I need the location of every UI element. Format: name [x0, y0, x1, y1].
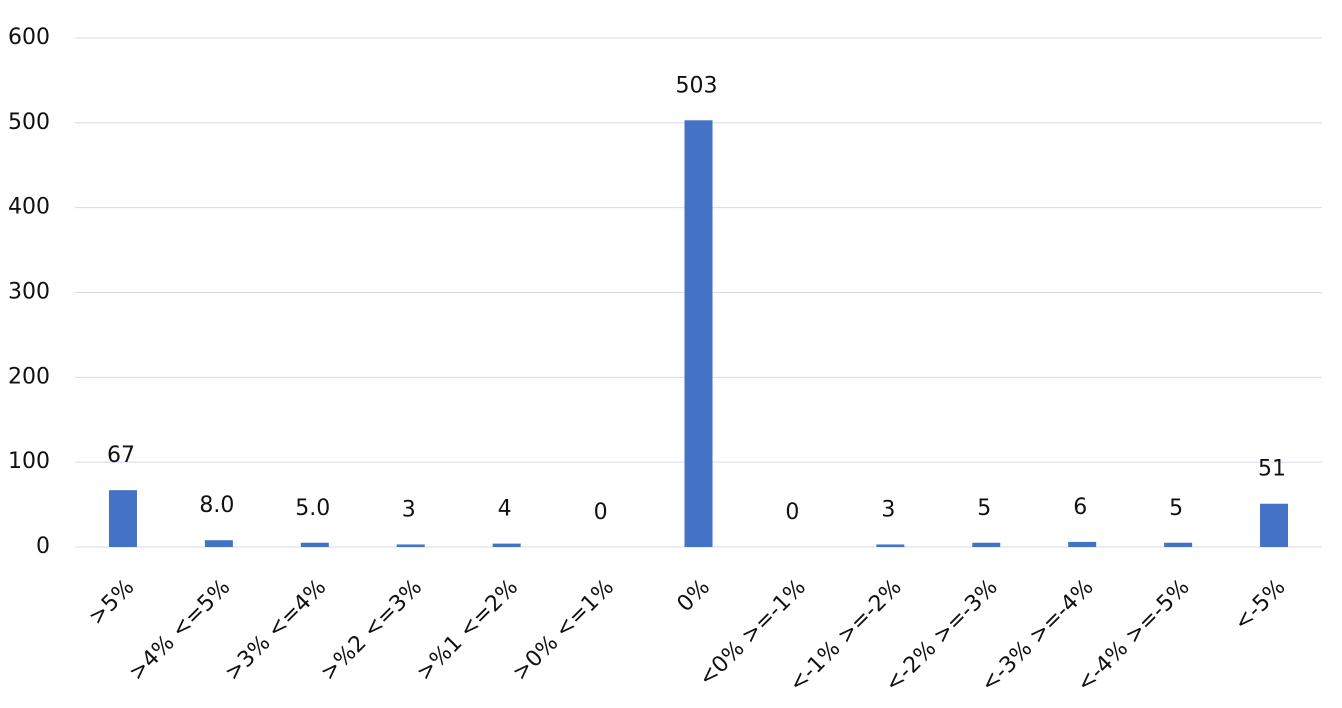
data-label: 3	[402, 497, 416, 522]
bar	[684, 120, 713, 547]
x-tick-label: 0%	[673, 575, 715, 617]
y-tick-label: 600	[8, 25, 50, 50]
bar	[1260, 503, 1289, 547]
data-label: 0	[594, 500, 608, 525]
data-label: 5.0	[295, 496, 330, 521]
x-tick-label: >%1 <=2%	[412, 575, 523, 686]
x-tick-label: <-5%	[1230, 575, 1291, 636]
y-tick-label: 200	[8, 364, 50, 389]
y-tick-label: 0	[36, 534, 50, 559]
data-label: 8.0	[199, 493, 234, 518]
bar	[1068, 541, 1097, 547]
data-label: 4	[498, 497, 512, 522]
x-tick-label: >0% <=1%	[508, 575, 619, 686]
bar	[1164, 542, 1193, 547]
data-label: 0	[785, 500, 799, 525]
bar	[300, 542, 329, 547]
bar	[492, 543, 521, 547]
y-tick-label: 400	[8, 195, 50, 220]
data-label: 51	[1258, 457, 1286, 482]
data-label: 6	[1073, 495, 1087, 520]
y-tick-label: 100	[8, 449, 50, 474]
data-label: 3	[881, 497, 895, 522]
bar	[876, 544, 905, 547]
bar	[972, 542, 1001, 547]
bar	[396, 544, 425, 547]
x-tick-label: >%2 <=3%	[316, 575, 427, 686]
y-tick-label: 300	[8, 280, 50, 305]
bar	[204, 540, 233, 547]
x-tick-label: >4% <=5%	[124, 575, 235, 686]
bar	[108, 490, 137, 547]
data-label: 5	[1169, 496, 1183, 521]
y-tick-label: 500	[8, 110, 50, 135]
data-label: 67	[107, 443, 135, 468]
x-tick-label: >3% <=4%	[220, 575, 331, 686]
data-label: 503	[676, 73, 718, 98]
x-tick-label: >5%	[84, 575, 139, 630]
data-label: 5	[977, 496, 991, 521]
